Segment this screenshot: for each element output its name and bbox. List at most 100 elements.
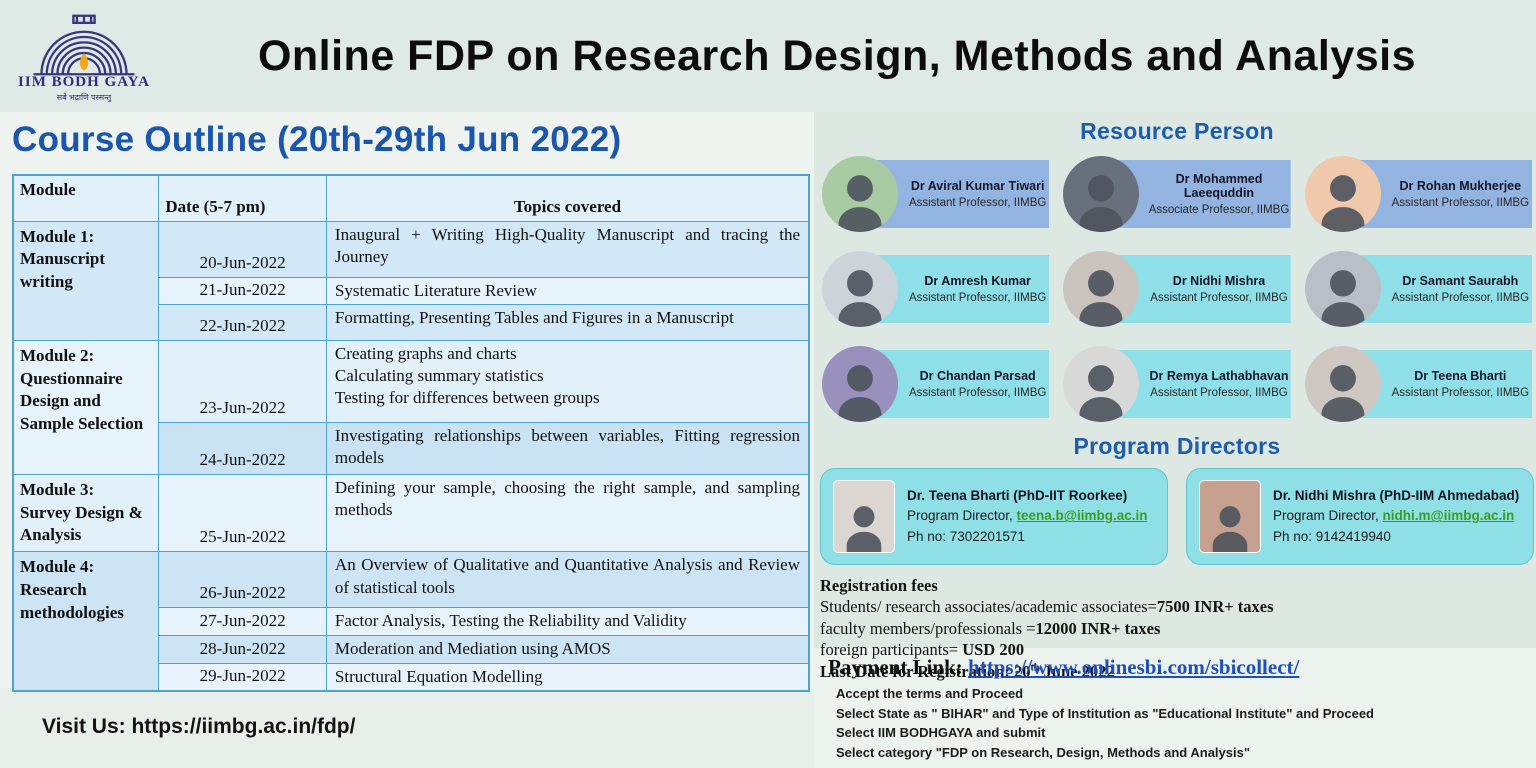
person-name: Dr Mohammed Laeequddin	[1175, 172, 1263, 200]
topic-cell: Factor Analysis, Testing the Reliability…	[325, 607, 810, 637]
person-banner: Dr Mohammed Laeequddin Associate Profess…	[1103, 160, 1291, 228]
course-schedule-table: Module Date (5-7 pm) Topics covered Modu…	[12, 174, 810, 692]
topic-cell: Inaugural + Writing High-Quality Manuscr…	[325, 220, 810, 278]
program-directors-row: Dr. Teena Bharti (PhD-IIT Roorkee) Progr…	[820, 468, 1534, 565]
topic-cell: Creating graphs and charts Calculating s…	[325, 339, 810, 423]
director-phone: Ph no: 9142419940	[1273, 528, 1391, 544]
person-photo	[1304, 156, 1381, 232]
table-row: Module 1: Manuscript writing 20-Jun-2022…	[12, 220, 810, 341]
director-photo	[833, 480, 895, 553]
director-role-label: Program Director,	[1273, 508, 1383, 524]
person-photo	[1063, 346, 1140, 422]
person-photo	[822, 346, 898, 422]
person-photo	[822, 251, 898, 327]
table-row: Module 3: Survey Design & Analysis 25-Ju…	[12, 473, 810, 553]
person-photo	[1304, 251, 1381, 327]
date-cell: 26-Jun-2022	[158, 551, 327, 609]
person-name: Dr Nidhi Mishra	[1172, 274, 1266, 288]
module-4-cell: Module 4: Research methodologies	[12, 551, 160, 692]
person-card: Dr Rohan Mukherjee Assistant Professor, …	[1303, 153, 1534, 235]
fees-last-date: Last Date for Registration: 20th June 20…	[820, 661, 1115, 681]
person-banner: Dr Remya Lathabhavan Assistant Professor…	[1103, 350, 1291, 418]
table-row: Module 4: Research methodologies 26-Jun-…	[12, 551, 810, 692]
program-directors-title: Program Directors	[1073, 433, 1281, 459]
payment-step: Select category "FDP on Research, Design…	[836, 744, 1251, 760]
payment-background-panel	[814, 648, 1536, 768]
director-card: Dr. Teena Bharti (PhD-IIT Roorkee) Progr…	[820, 468, 1168, 565]
flame-icon	[80, 52, 88, 71]
col-header-topics: Topics covered	[325, 174, 810, 222]
director-name: Dr. Teena Bharti (PhD-IIT Roorkee)	[907, 488, 1128, 504]
person-role: Assistant Professor, IIMBG	[908, 292, 1047, 304]
payment-link[interactable]: https://www.onlinesbi.com/sbicollect/	[968, 655, 1300, 679]
person-icon	[829, 170, 891, 232]
fees-line-foreign: foreign participants= USD 200	[820, 640, 1025, 660]
date-cell: 27-Jun-2022	[158, 607, 327, 637]
iim-bodh-gaya-logo: IIM BODH GAYA सबे भद्राणि पस्सन्तु	[0, 10, 168, 103]
fees-line-faculty: faculty members/professionals =12000 INR…	[820, 618, 1161, 638]
date-cell: 24-Jun-2022	[158, 421, 327, 475]
payment-link-line: Payment Link: https://www.onlinesbi.com/…	[828, 655, 1528, 680]
person-icon	[829, 265, 891, 327]
person-icon	[1312, 170, 1374, 232]
director-role-label: Program Director,	[907, 508, 1017, 524]
table-row: Module 2: Questionnaire Design and Sampl…	[12, 339, 810, 475]
person-card: Dr Aviral Kumar Tiwari Assistant Profess…	[820, 153, 1051, 235]
module-2-cell: Module 2: Questionnaire Design and Sampl…	[12, 339, 160, 475]
director-email-link[interactable]: teena.b@iimbg.ac.in	[1016, 508, 1148, 524]
person-name: Dr Amresh Kumar	[924, 274, 1031, 288]
person-icon	[1070, 360, 1132, 422]
person-card: Dr Teena Bharti Assistant Professor, IIM…	[1303, 343, 1534, 425]
person-icon	[839, 502, 889, 552]
course-outline-title: Course Outline (20th-29th Jun 2022)	[12, 120, 622, 159]
date-cell: 29-Jun-2022	[158, 662, 327, 692]
director-card: Dr. Nidhi Mishra (PhD-IIM Ahmedabad) Pro…	[1186, 468, 1534, 565]
person-role: Associate Professor, IIMBG	[1148, 204, 1290, 216]
person-card: Dr Remya Lathabhavan Assistant Professor…	[1061, 343, 1292, 425]
registration-fees-block: Registration fees Students/ research ass…	[820, 575, 1534, 682]
fees-line-students: Students/ research associates/academic a…	[820, 597, 1274, 617]
topic-cell: Structural Equation Modelling	[325, 662, 810, 692]
payment-link-label: Payment Link:	[828, 655, 969, 679]
topic-cell: Investigating relationships between vari…	[325, 421, 810, 475]
person-card: Dr Mohammed Laeequddin Associate Profess…	[1061, 153, 1292, 235]
visit-us-line: Visit Us: https://iimbg.ac.in/fdp/	[42, 715, 355, 739]
payment-step: Select IIM BODHGAYA and submit	[836, 725, 1046, 740]
table-row: 29-Jun-2022 Structural Equation Modellin…	[13, 662, 810, 692]
topic-cell: An Overview of Qualitative and Quantitat…	[325, 551, 810, 609]
director-name: Dr. Nidhi Mishra (PhD-IIM Ahmedabad)	[1273, 488, 1520, 504]
right-column: Resource Person Dr Aviral Kumar Tiwari A…	[820, 118, 1534, 682]
person-photo	[1063, 156, 1140, 232]
person-icon	[1070, 170, 1132, 232]
date-cell: 21-Jun-2022	[158, 276, 327, 305]
date-cell: 25-Jun-2022	[158, 473, 327, 553]
director-role: Program Director, teena.b@iimbg.ac.in	[907, 506, 1147, 526]
topic-cell: Formatting, Presenting Tables and Figure…	[325, 303, 810, 341]
date-cell: 23-Jun-2022	[158, 339, 327, 423]
director-photo	[1199, 480, 1261, 553]
person-role: Assistant Professor, IIMBG	[908, 387, 1047, 399]
module-1-cell: Module 1: Manuscript writing	[12, 220, 160, 341]
bottom-left-strip	[0, 688, 814, 768]
module-3-cell: Module 3: Survey Design & Analysis	[12, 473, 160, 553]
topic-cell: Moderation and Mediation using AMOS	[325, 635, 810, 664]
logo-name: IIM BODH GAYA	[18, 73, 150, 90]
logo-motto: सबे भद्राणि पस्सन्तु	[56, 92, 112, 102]
header: IIM BODH GAYA सबे भद्राणि पस्सन्तु Onlin…	[0, 0, 1536, 112]
director-email-link[interactable]: nidhi.m@iimbg.ac.in	[1382, 508, 1515, 524]
person-banner: Dr Teena Bharti Assistant Professor, IIM…	[1344, 350, 1532, 418]
person-icon	[1070, 265, 1132, 327]
visit-us-link[interactable]: https://iimbg.ac.in/fdp/	[131, 715, 356, 738]
date-cell: 28-Jun-2022	[158, 635, 327, 664]
person-name: Dr Rohan Mukherjee	[1399, 179, 1522, 193]
person-icon	[1312, 360, 1374, 422]
person-name: Dr Samant Saurabh	[1402, 274, 1519, 288]
payment-steps: Accept the terms and Proceed Select Stat…	[836, 684, 1528, 762]
person-role: Assistant Professor, IIMBG	[1391, 197, 1530, 209]
topic-cell: Systematic Literature Review	[325, 276, 810, 305]
payment-step: Accept the terms and Proceed	[836, 686, 1024, 701]
person-photo	[822, 156, 898, 232]
registration-fees-title: Registration fees	[820, 576, 938, 595]
date-cell: 22-Jun-2022	[158, 303, 327, 341]
date-cell: 20-Jun-2022	[158, 220, 327, 278]
